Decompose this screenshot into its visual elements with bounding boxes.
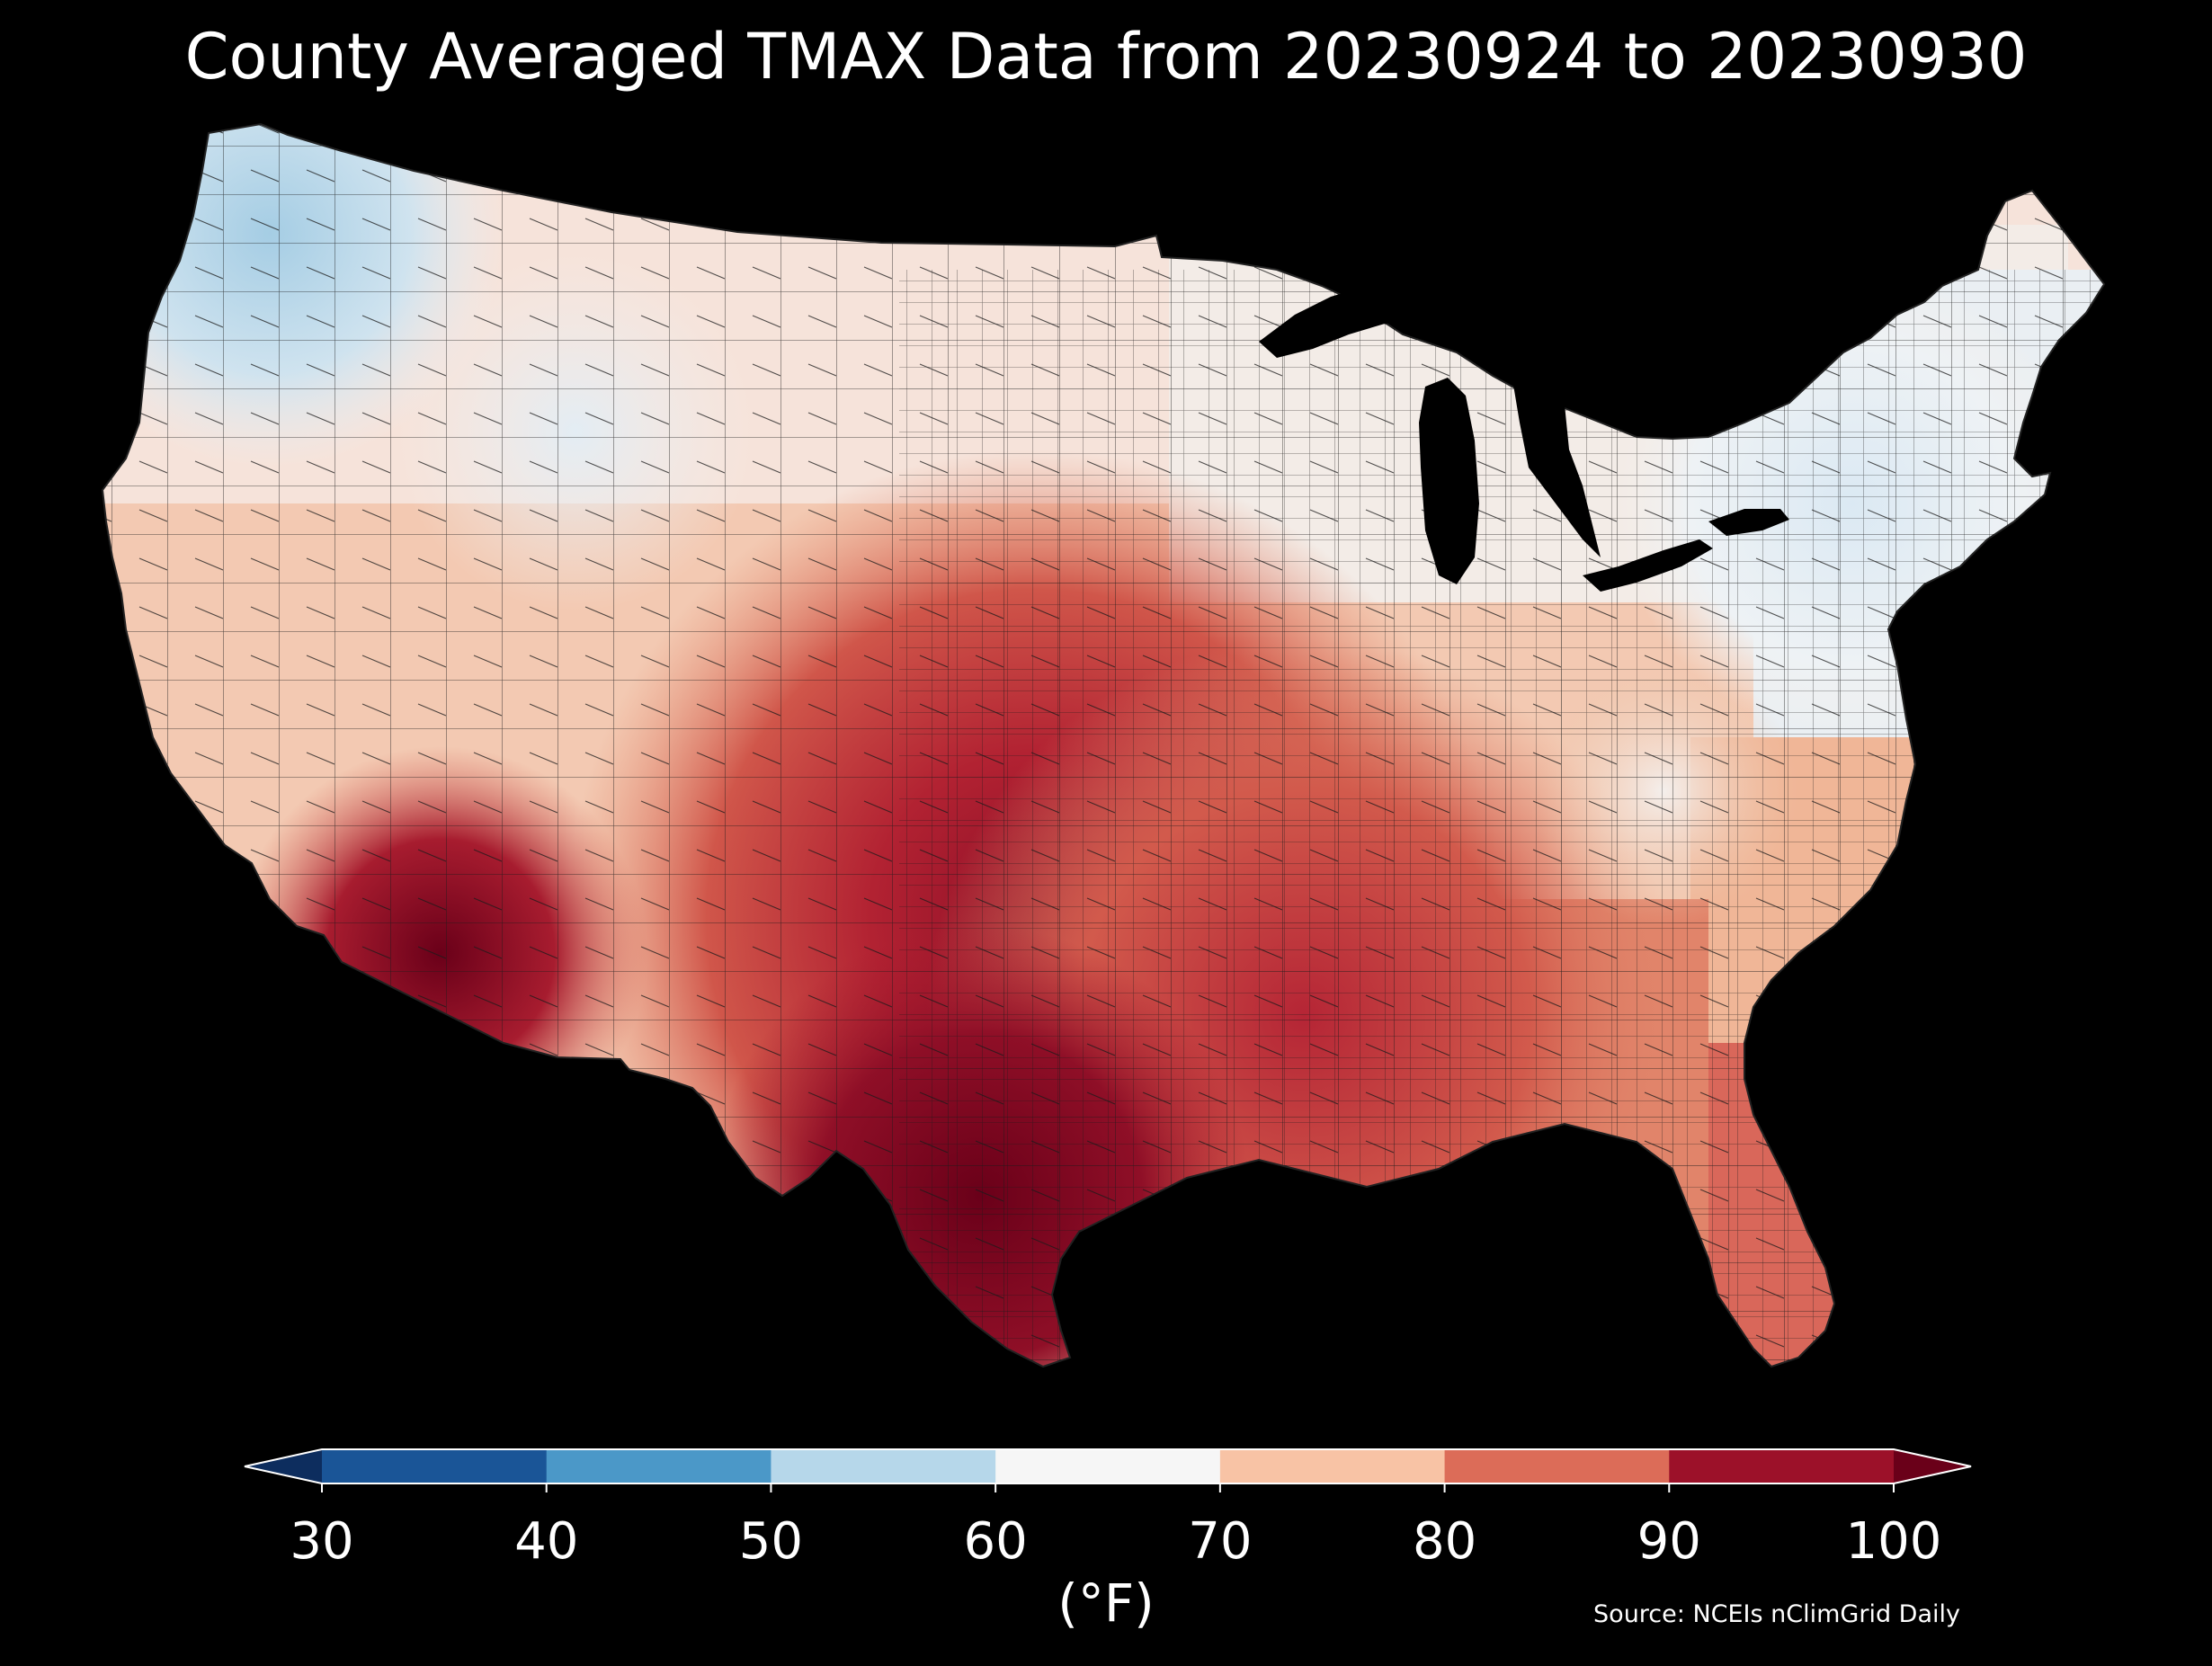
colorbar-tick-label: 100 (1846, 1512, 1942, 1571)
colorbar-tick-label: 90 (1637, 1512, 1701, 1571)
lake-michigan (1419, 378, 1479, 584)
colorbar-bin-30-40 (322, 1449, 548, 1483)
source-note: Source: NCEIs nClimGrid Daily (1593, 1600, 1960, 1628)
colorbar-bin-60-70 (995, 1449, 1221, 1483)
colorbar-under-arrow (245, 1449, 322, 1483)
colorbar-tick-label: 80 (1413, 1512, 1476, 1571)
great-lakes (1259, 286, 1789, 592)
colorbar-tick-label: 30 (290, 1512, 353, 1571)
us-outline (101, 122, 2106, 1368)
colorbar-tick-label: 40 (514, 1512, 578, 1571)
lake-ontario (1708, 509, 1789, 536)
lake-huron (1511, 369, 1601, 557)
colorbar-bin-50-60 (771, 1449, 996, 1483)
colorbar-bin-70-80 (1219, 1449, 1446, 1483)
colorbar-bin-90-100 (1669, 1449, 1895, 1483)
lake-erie (1583, 539, 1713, 592)
colorbar-over-arrow (1894, 1449, 1971, 1483)
colorbar-bin-40-50 (546, 1449, 772, 1483)
colorbar-bin-80-90 (1444, 1449, 1670, 1483)
lake-superior (1259, 286, 1457, 358)
colorbar-tick-label: 50 (739, 1512, 803, 1571)
colorbar-tick-label: 60 (964, 1512, 1028, 1571)
colorbar-unit-label: (°F) (1057, 1572, 1155, 1634)
colorbar-tick-label: 70 (1188, 1512, 1252, 1571)
map-title: County Averaged TMAX Data from 20230924 … (184, 20, 2028, 94)
